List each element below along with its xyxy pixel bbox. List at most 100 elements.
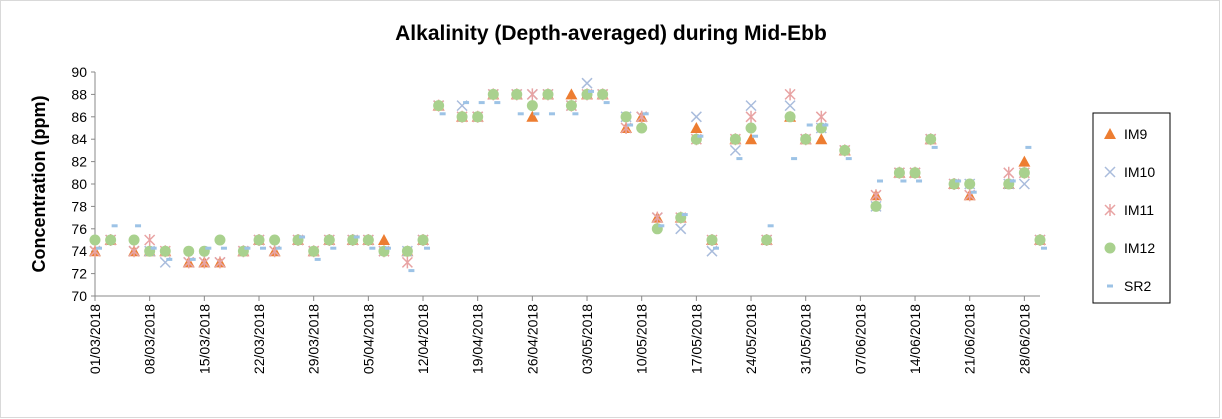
marker-circle (269, 234, 281, 246)
marker-circle (456, 111, 468, 123)
marker-circle (417, 234, 429, 246)
marker-dash (681, 213, 688, 217)
marker-x (745, 100, 757, 112)
marker-dash (712, 246, 719, 250)
marker-dash (189, 257, 196, 261)
marker-circle (401, 245, 413, 257)
marker-circle (909, 167, 921, 179)
marker-dash (697, 134, 704, 138)
marker-dash (548, 112, 555, 116)
marker-triangle (690, 122, 703, 133)
marker-star (401, 256, 413, 269)
marker-dash (642, 112, 649, 116)
marker-dash (260, 246, 267, 250)
legend-label: IM9 (1124, 126, 1148, 142)
x-tick-label: 17/05/2018 (688, 304, 704, 374)
marker-triangle (565, 88, 578, 100)
marker-circle (323, 234, 335, 246)
marker-dash (822, 123, 829, 127)
marker-circle (542, 88, 554, 100)
marker-dash (752, 134, 759, 138)
marker-circle (308, 245, 320, 257)
marker-star (214, 256, 226, 269)
marker-circle (362, 234, 374, 246)
marker-circle (105, 234, 117, 246)
marker-star (144, 234, 156, 246)
marker-dash (876, 179, 883, 183)
marker-star (651, 211, 663, 224)
marker-dash (384, 246, 391, 250)
y-tick-label: 86 (71, 109, 87, 125)
marker-star (784, 88, 796, 101)
marker-dash (205, 246, 212, 250)
x-tick-label: 21/06/2018 (962, 304, 978, 374)
marker-dash (439, 112, 446, 116)
marker-triangle (815, 133, 828, 145)
marker-star (198, 256, 210, 269)
marker-x (1018, 178, 1030, 190)
legend-label: IM11 (1124, 202, 1154, 218)
marker-star (745, 110, 757, 123)
x-tick-label: 28/06/2018 (1016, 304, 1032, 374)
marker-dash (353, 235, 360, 239)
x-tick-label: 01/03/2018 (87, 304, 103, 374)
marker-dash (478, 101, 485, 105)
legend-label: IM12 (1124, 240, 1155, 256)
marker-circle (964, 178, 976, 190)
marker-circle (839, 144, 851, 156)
marker-circle (761, 234, 773, 246)
legend-label: SR2 (1124, 278, 1151, 294)
marker-circle (472, 111, 484, 123)
y-tick-label: 82 (71, 154, 87, 170)
x-tick-label: 19/04/2018 (470, 304, 486, 374)
marker-circle (526, 100, 538, 112)
marker-dash (533, 112, 540, 116)
y-tick-label: 88 (71, 86, 87, 102)
marker-dash (931, 145, 938, 149)
marker-star (526, 88, 538, 101)
marker-x (729, 144, 741, 156)
marker-circle (487, 88, 499, 100)
y-axis-label: Concentration (ppm) (29, 96, 49, 273)
marker-circle (128, 234, 140, 246)
marker-circle (253, 234, 265, 246)
marker-circle (636, 122, 648, 134)
marker-dash (166, 257, 173, 261)
marker-x (581, 77, 593, 89)
x-tick-label: 26/04/2018 (524, 304, 540, 374)
marker-dash (658, 224, 665, 228)
marker-circle (1018, 167, 1030, 179)
x-tick-label: 05/04/2018 (360, 304, 376, 374)
marker-circle (870, 200, 882, 212)
x-tick-label: 08/03/2018 (142, 304, 158, 374)
marker-x (690, 111, 702, 123)
marker-circle (784, 111, 796, 123)
x-tick-label: 22/03/2018 (251, 304, 267, 374)
marker-circle (620, 111, 632, 123)
marker-circle (511, 88, 523, 100)
marker-dash (299, 235, 306, 239)
marker-triangle (377, 234, 390, 245)
y-tick-label: 74 (71, 243, 87, 259)
y-tick-label: 70 (71, 288, 87, 304)
marker-dash (244, 246, 251, 250)
marker-dash (275, 246, 282, 250)
x-tick-label: 14/06/2018 (907, 304, 923, 374)
marker-dash (1009, 179, 1016, 183)
y-tick-label: 72 (71, 266, 87, 282)
legend-label: IM10 (1124, 164, 1155, 180)
marker-star (870, 189, 882, 202)
marker-dash (970, 190, 977, 194)
marker-dash (1025, 145, 1032, 149)
marker-circle (1034, 234, 1046, 246)
x-tick-label: 12/04/2018 (415, 304, 431, 374)
marker-dash (588, 89, 595, 93)
marker-circle (183, 245, 195, 257)
x-tick-label: 07/06/2018 (852, 304, 868, 374)
marker-circle (214, 234, 226, 246)
marker-circle (89, 234, 101, 246)
marker-dash (806, 123, 813, 127)
marker-dash (111, 224, 118, 228)
